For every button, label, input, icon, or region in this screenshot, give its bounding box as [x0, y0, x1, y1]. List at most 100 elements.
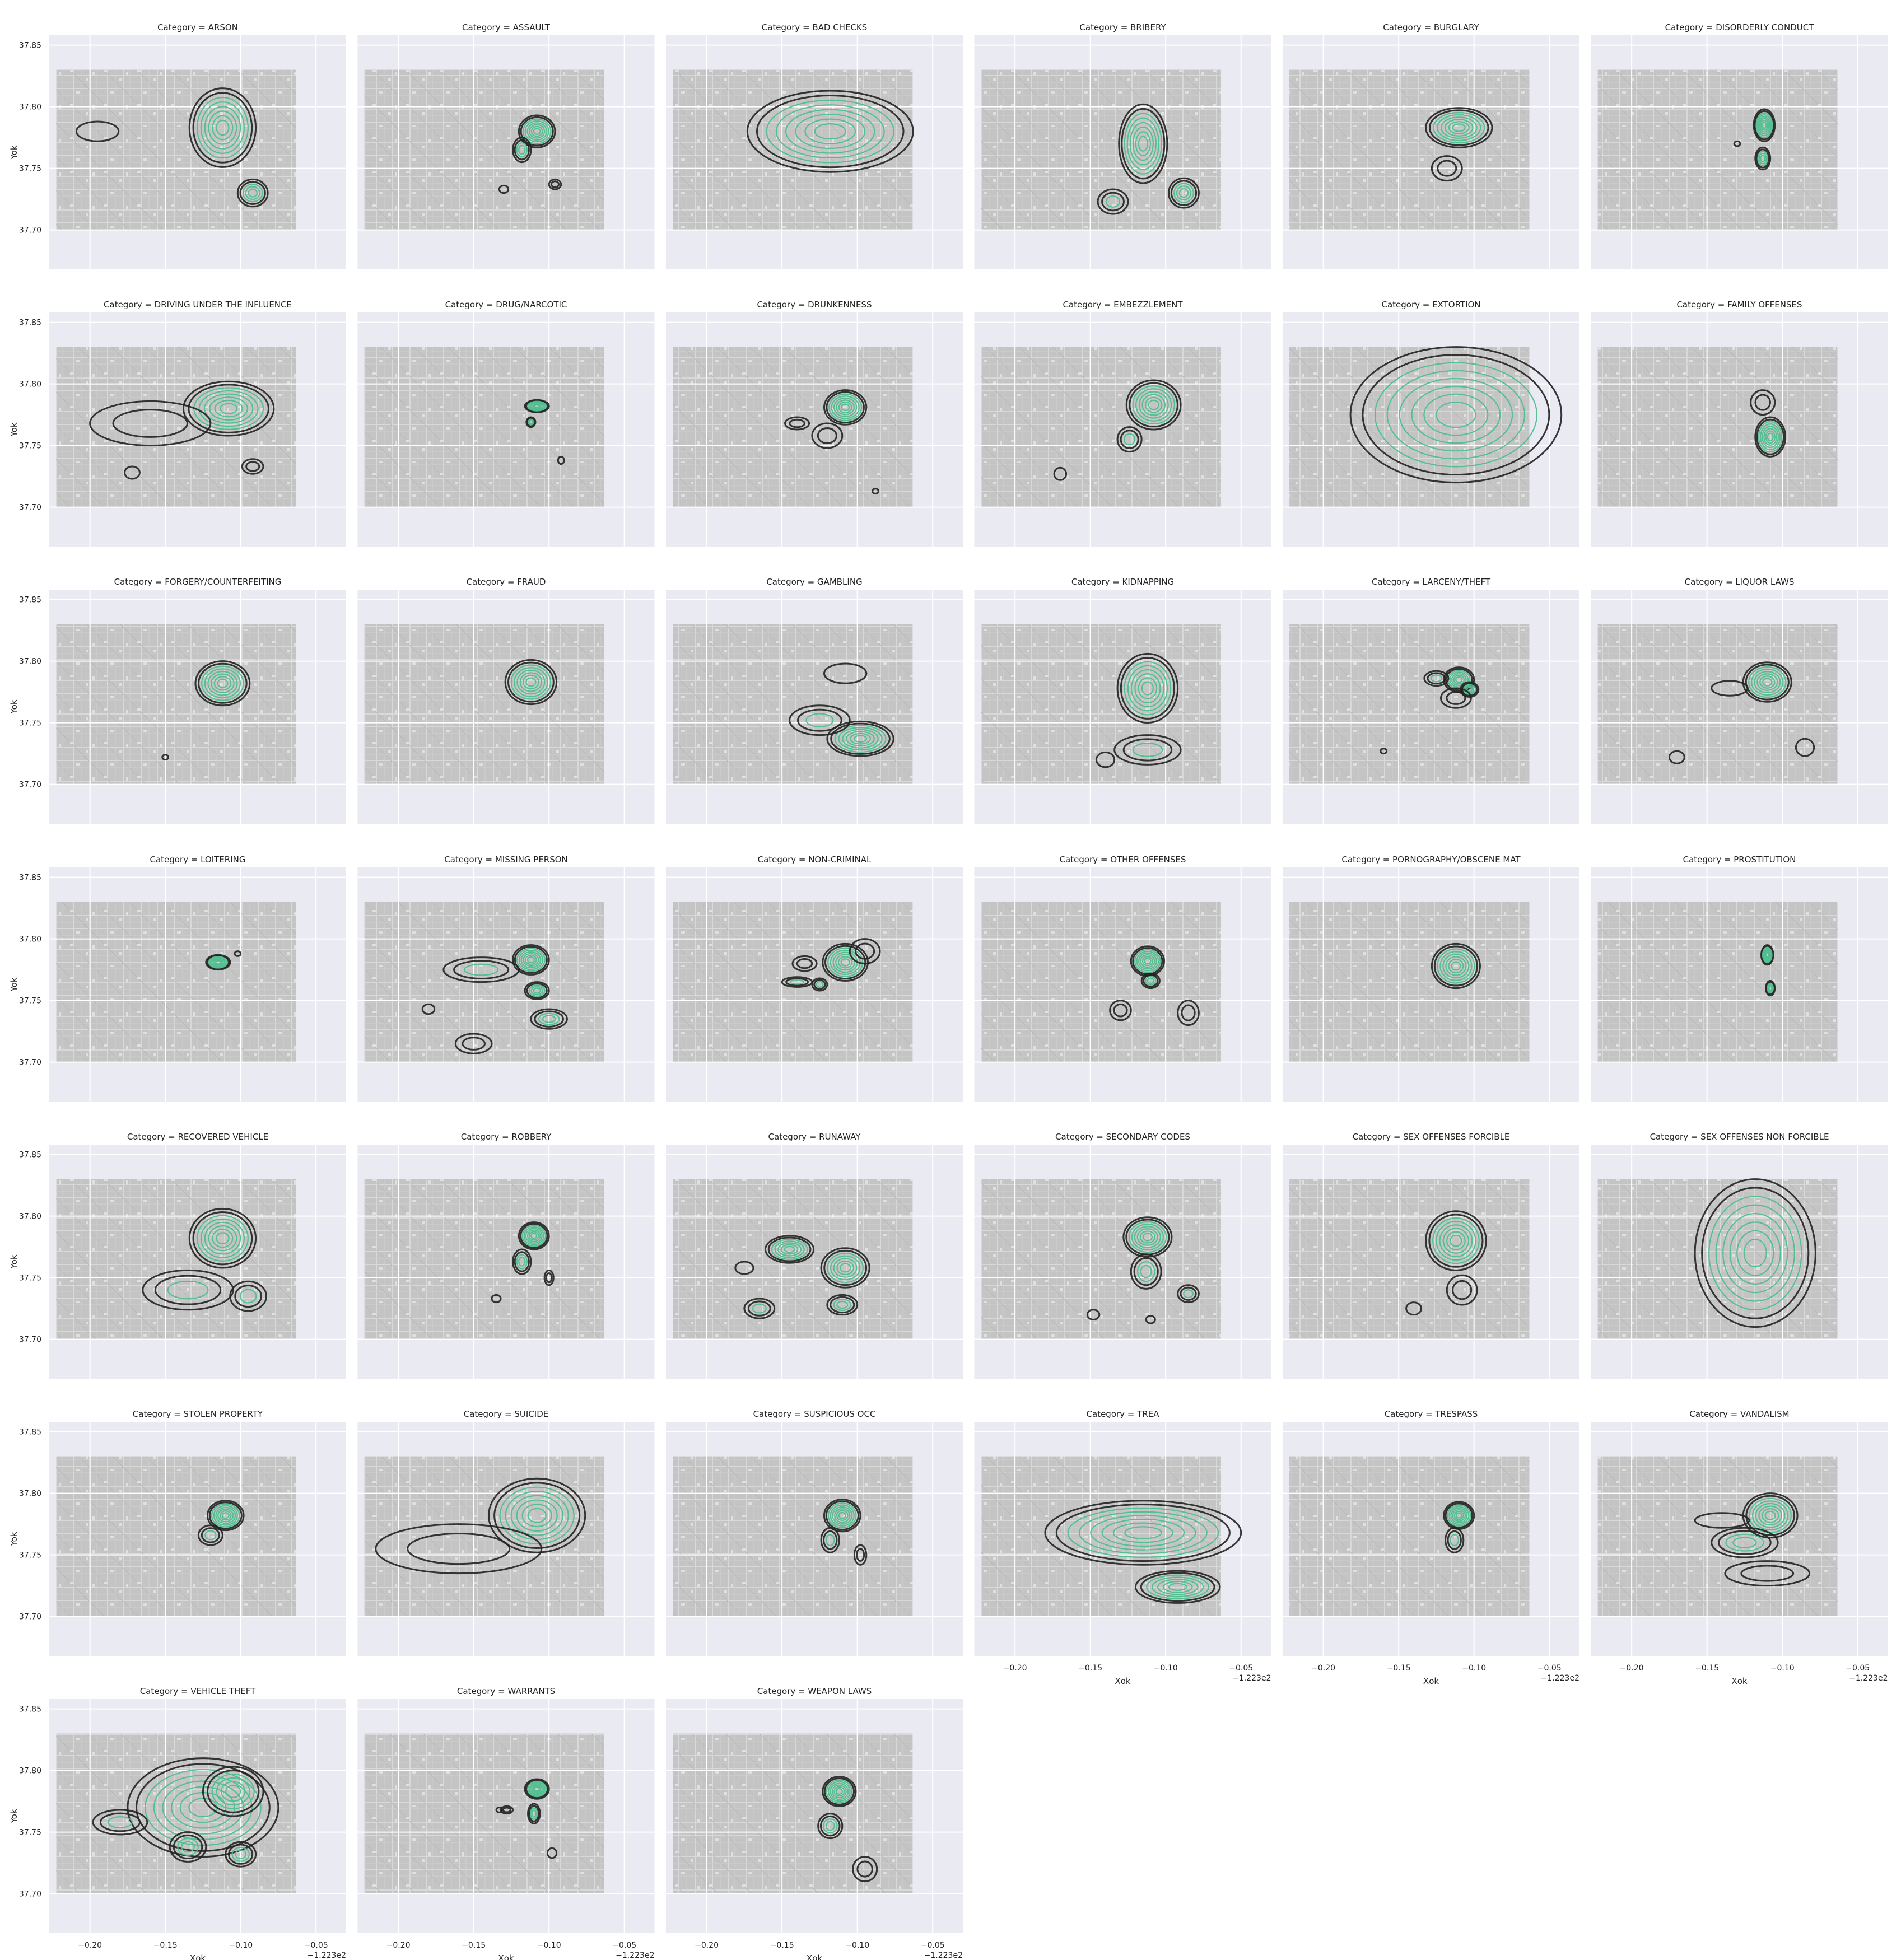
kde-contour [1451, 673, 1467, 687]
kde-contour [824, 945, 866, 980]
kde-contour [828, 1781, 851, 1802]
kde-contour [790, 979, 805, 985]
x-axis-label: Xok [1115, 1676, 1130, 1686]
facet-panel: Category = ROBBERY [357, 1132, 655, 1379]
kde-contour [407, 1533, 511, 1565]
kde-contour [765, 1235, 815, 1264]
x-tick-label: −0.15 [153, 1941, 178, 1950]
kde-contour [520, 116, 554, 147]
kde-contour [830, 1782, 849, 1800]
x-tick-label: −0.15 [1387, 1664, 1411, 1673]
kde-contour [833, 1298, 852, 1312]
kde-contour [1118, 103, 1168, 184]
kde-contour [1131, 1223, 1164, 1251]
kde-contour [1145, 1315, 1156, 1324]
kde-contour [1448, 1506, 1470, 1525]
kde-contour [1168, 177, 1200, 209]
kde-contour [826, 1294, 859, 1316]
x-tick-label: −0.05 [1229, 1664, 1253, 1673]
y-tick-label: 37.80 [19, 935, 41, 944]
x-tick-label: −0.05 [1537, 1664, 1562, 1673]
y-axis-label: Yok [9, 977, 19, 992]
facet-title: Category = DRIVING UNDER THE INFLUENCE [104, 300, 292, 310]
kde-contour [518, 144, 526, 155]
kde-contour [830, 1296, 855, 1314]
kde-contour [173, 1834, 203, 1860]
kde-contour [823, 1777, 855, 1805]
kde-contour [209, 956, 227, 968]
x-tick-label: −0.15 [462, 1941, 486, 1950]
kde-contour [219, 1510, 232, 1521]
facet-title: Category = TREA [1087, 1409, 1160, 1419]
facet-panel: Category = RUNAWAY [666, 1132, 963, 1379]
kde-contours [1044, 1500, 1242, 1604]
kde-contour [239, 1289, 257, 1304]
kde-contour [201, 665, 244, 701]
kde-contour [1754, 416, 1787, 458]
kde-contour [855, 942, 875, 960]
kde-contour [507, 661, 555, 703]
kde-contour [99, 1812, 141, 1832]
kde-contour [202, 1766, 264, 1817]
kde-contour [522, 674, 539, 690]
kde-contour [530, 402, 544, 410]
kde-contour [1399, 377, 1513, 452]
kde-contour [1432, 1217, 1480, 1264]
kde-contour [1053, 466, 1068, 481]
kde-contour [1762, 426, 1779, 449]
kde-contour [204, 106, 241, 150]
x-tick-label: −0.15 [770, 1941, 794, 1950]
kde-contour [518, 1221, 550, 1250]
kde-contour [1694, 1178, 1816, 1328]
kde-contour [1451, 961, 1461, 971]
kde-contour [546, 1847, 558, 1859]
kde-contour [1767, 984, 1773, 992]
kde-contour [1436, 401, 1476, 428]
kde-contour [498, 184, 510, 194]
kde-contour [192, 92, 253, 164]
kde-contour [771, 1239, 808, 1260]
kde-contour [212, 115, 234, 141]
facet-title: Category = STOLEN PROPERTY [133, 1409, 263, 1419]
kde-contour [499, 1486, 575, 1544]
kde-contour [839, 1263, 851, 1273]
kde-contour [245, 461, 260, 472]
kde-contour [1736, 1230, 1774, 1276]
facet-title: Category = PROSTITUTION [1683, 855, 1796, 865]
facet-title: Category = OTHER OFFENSES [1060, 855, 1186, 865]
kde-contours [781, 938, 881, 992]
facet-panel: Category = DRUG/NARCOTIC [357, 300, 655, 547]
kde-contour [819, 1815, 841, 1837]
facet-title: Category = DISORDERLY CONDUCT [1665, 22, 1815, 32]
kde-contour [1765, 952, 1769, 958]
kde-contour [1141, 681, 1154, 696]
kde-contour [1141, 394, 1166, 416]
kde-contour [1123, 433, 1136, 446]
y-tick-label: 37.85 [19, 41, 41, 50]
kde-contour [1446, 1231, 1466, 1250]
map-background [56, 902, 296, 1062]
kde-contour [211, 673, 235, 693]
kde-contour [1452, 1280, 1473, 1300]
kde-contour [767, 1236, 812, 1262]
kde-contour [1725, 1533, 1764, 1552]
kde-contours [784, 389, 879, 494]
kde-contour [211, 1774, 255, 1809]
x-tick-label: −0.15 [1078, 1664, 1102, 1673]
kde-contours [92, 1757, 279, 1868]
kde-contour [1427, 672, 1446, 685]
kde-contour [488, 1477, 586, 1553]
y-tick-label: 37.75 [19, 1551, 41, 1560]
facet-panel: Category = SECONDARY CODES [974, 1132, 1271, 1379]
kde-contour [167, 1280, 209, 1300]
kde-contours [89, 380, 275, 480]
kde-contours [1760, 944, 1776, 997]
facet-panel: Category = DRUNKENNESS [666, 300, 963, 547]
facet-title: Category = EXTORTION [1381, 300, 1480, 310]
kde-contour [1754, 110, 1775, 141]
x-offset-label: −1.223e2 [1232, 1674, 1271, 1683]
facet-title: Category = MISSING PERSON [444, 855, 568, 865]
kde-contours [491, 1221, 555, 1304]
kde-contour [235, 1849, 247, 1859]
kde-contour [205, 954, 231, 971]
